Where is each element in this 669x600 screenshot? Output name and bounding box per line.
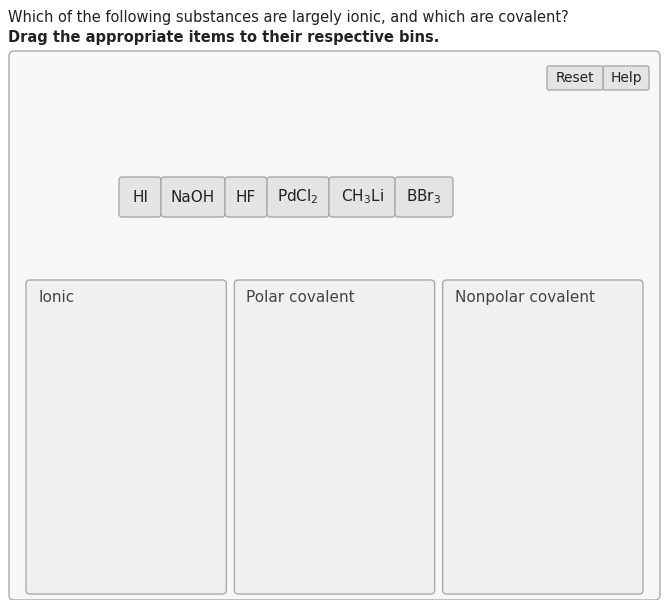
FancyBboxPatch shape [395, 177, 453, 217]
Text: Help: Help [610, 71, 642, 85]
Text: PdCl$_2$: PdCl$_2$ [277, 188, 319, 206]
FancyBboxPatch shape [119, 177, 161, 217]
Text: NaOH: NaOH [171, 190, 215, 205]
Text: Polar covalent: Polar covalent [246, 290, 355, 305]
Text: BBr$_3$: BBr$_3$ [406, 188, 442, 206]
Text: Ionic: Ionic [38, 290, 74, 305]
Text: Reset: Reset [556, 71, 594, 85]
FancyBboxPatch shape [329, 177, 395, 217]
Text: CH$_3$Li: CH$_3$Li [341, 188, 383, 206]
FancyBboxPatch shape [603, 66, 649, 90]
FancyBboxPatch shape [547, 66, 603, 90]
Text: Which of the following substances are largely ionic, and which are covalent?: Which of the following substances are la… [8, 10, 569, 25]
FancyBboxPatch shape [234, 280, 435, 594]
Text: HF: HF [236, 190, 256, 205]
FancyBboxPatch shape [161, 177, 225, 217]
FancyBboxPatch shape [225, 177, 267, 217]
Text: HI: HI [132, 190, 148, 205]
FancyBboxPatch shape [267, 177, 329, 217]
Text: Drag the appropriate items to their respective bins.: Drag the appropriate items to their resp… [8, 30, 440, 45]
FancyBboxPatch shape [9, 51, 660, 600]
FancyBboxPatch shape [443, 280, 643, 594]
FancyBboxPatch shape [26, 280, 226, 594]
Text: Nonpolar covalent: Nonpolar covalent [455, 290, 595, 305]
